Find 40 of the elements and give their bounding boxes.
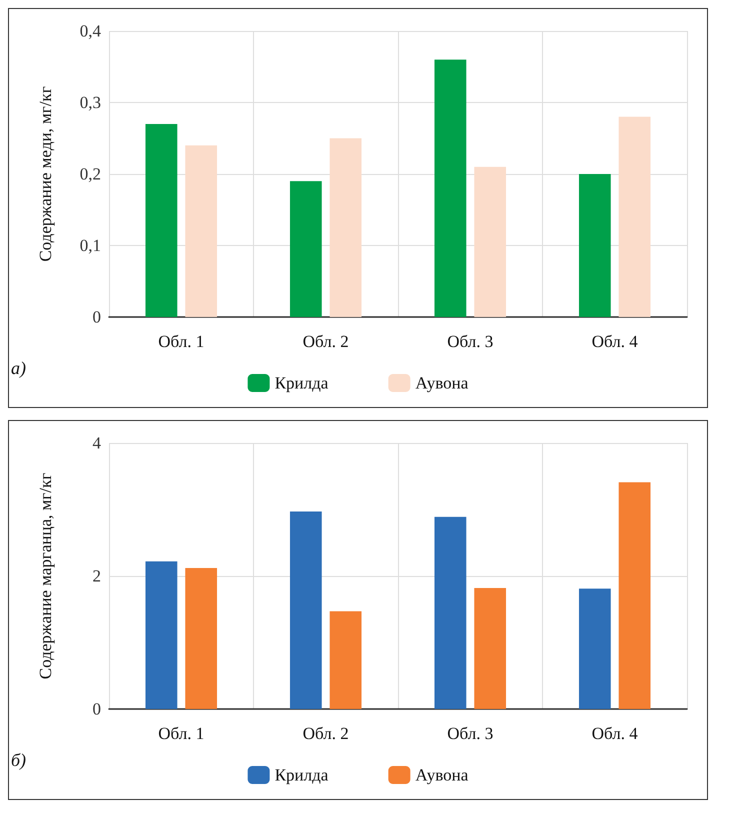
x-tick-label: Обл. 4 [592,332,638,351]
x-tick-label: Обл. 1 [158,332,204,351]
bar [618,116,651,317]
y-tick-label: 0,1 [80,236,101,255]
legend-label: Аувона [415,766,469,784]
bar [330,611,362,709]
y-tick-label: 0 [92,308,101,326]
bar [618,482,651,709]
legend-label: Крилда [274,374,329,392]
y-tick-label: 0,4 [80,22,102,40]
text: а) [11,358,26,378]
y-axis-title: Содержание марганца, мг/кг [36,472,55,680]
bar [578,174,611,317]
x-tick-label: Обл. 1 [158,724,204,743]
bar [578,588,611,709]
y-tick-label: 2 [92,566,101,586]
bar [145,561,178,709]
x-tick-label: Обл. 2 [302,332,349,351]
bar [474,588,506,709]
legend-label: Крилда [274,766,329,784]
x-tick-label: Обл. 3 [447,724,494,743]
y-axis-title: Содержание меди, мг/кг [36,86,55,262]
bar [330,138,362,317]
text: б) [11,750,26,770]
bar [434,60,466,317]
bar [434,516,466,709]
bar [290,511,322,709]
bar [185,145,218,317]
legend-label: Аувона [415,374,469,392]
x-tick-label: Обл. 4 [592,724,638,743]
bar [474,166,506,317]
y-tick-label: 4 [92,434,102,452]
x-tick-label: Обл. 2 [302,724,349,743]
y-tick-label: 0,2 [80,164,101,184]
y-tick-label: 0 [92,700,101,718]
y-tick-label: 0,3 [80,93,101,112]
bar [145,124,178,317]
bar [185,568,218,709]
x-tick-label: Обл. 3 [447,332,494,351]
bar [290,181,322,317]
